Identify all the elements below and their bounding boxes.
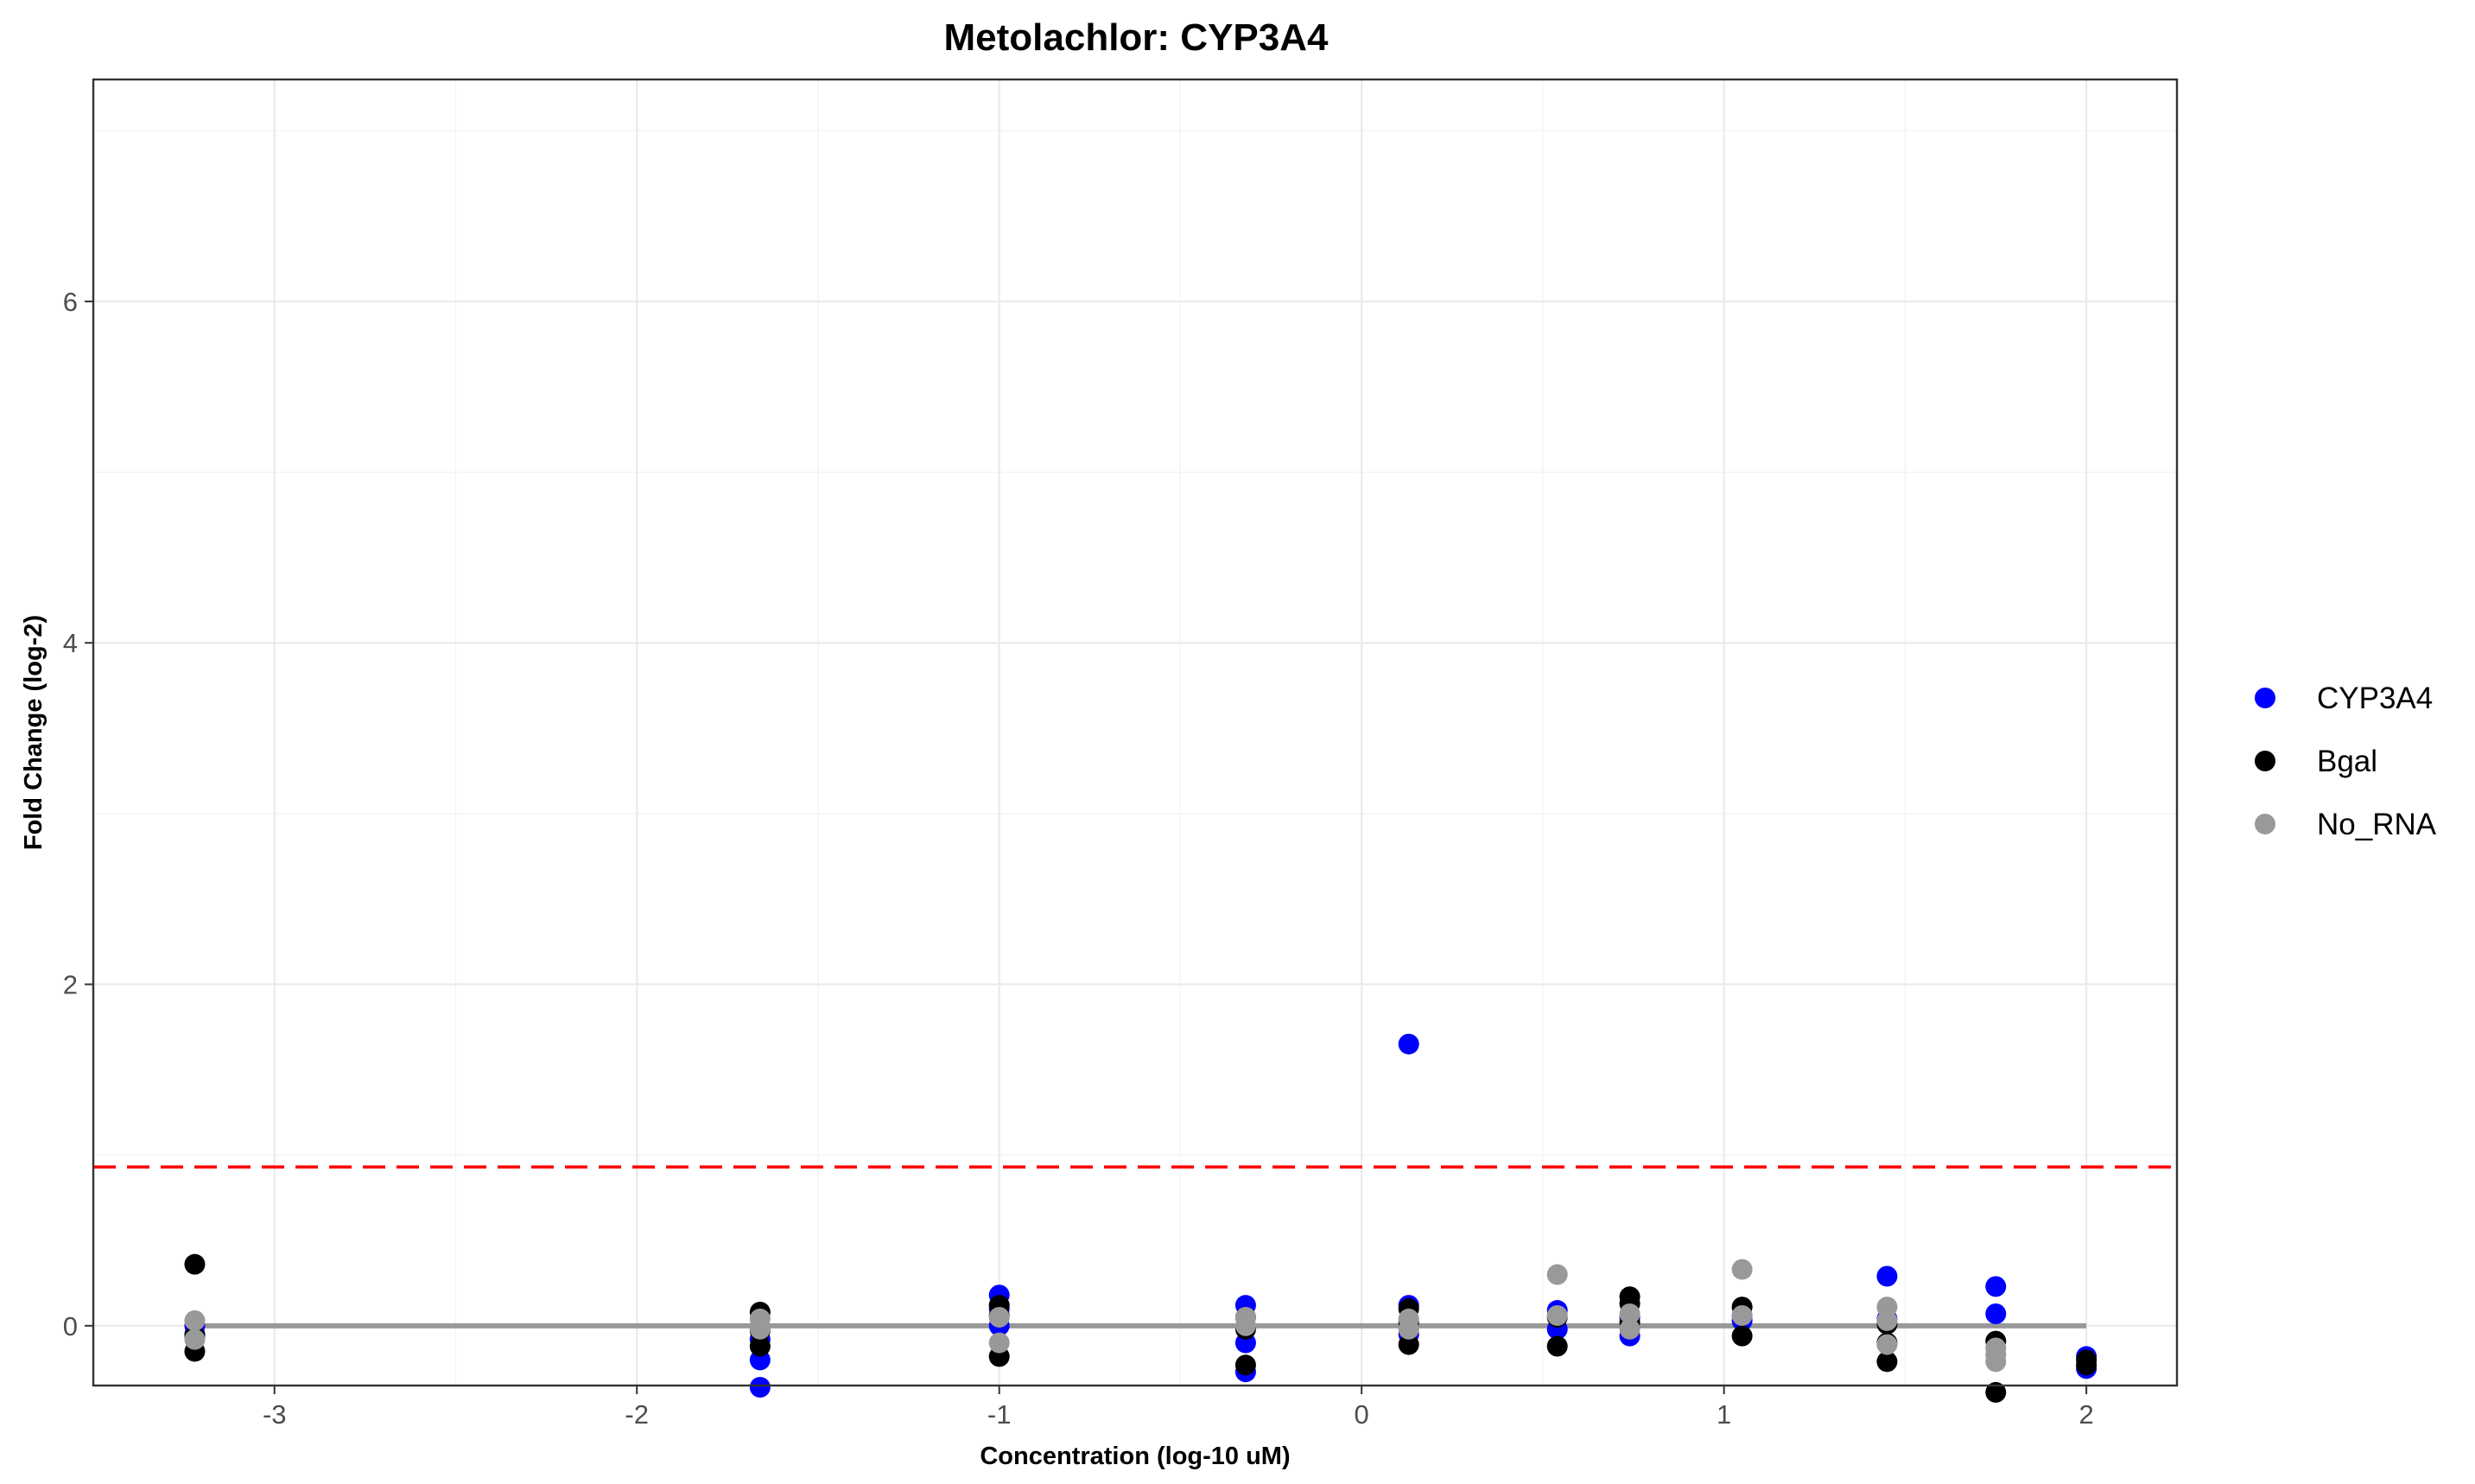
y-tick-label: 0 bbox=[63, 1311, 78, 1341]
x-tick-label: -2 bbox=[625, 1399, 649, 1430]
x-axis-label: Concentration (log-10 uM) bbox=[980, 1443, 1290, 1470]
data-point bbox=[1731, 1304, 1753, 1326]
data-point bbox=[1731, 1259, 1753, 1280]
x-tick-label: 2 bbox=[2079, 1399, 2094, 1430]
panel-background bbox=[93, 79, 2177, 1386]
data-point bbox=[1398, 1033, 1419, 1055]
data-point bbox=[2076, 1354, 2097, 1376]
panel-border bbox=[92, 78, 2179, 1387]
reference-lines bbox=[93, 1165, 2177, 1329]
data-point bbox=[749, 1335, 771, 1357]
x-tick-label: 0 bbox=[1355, 1399, 1369, 1430]
data-point bbox=[1234, 1354, 1256, 1376]
data-point bbox=[988, 1306, 1010, 1328]
y-axis-label: Fold Change (log-2) bbox=[20, 615, 48, 850]
data-point bbox=[1546, 1304, 1568, 1326]
data-point bbox=[184, 1253, 206, 1275]
legend-key bbox=[2255, 688, 2275, 708]
plot-panel bbox=[92, 78, 2179, 1403]
data-point bbox=[1876, 1265, 1898, 1287]
x-tick-label: -3 bbox=[263, 1399, 287, 1430]
legend-label: No_RNA bbox=[2317, 808, 2437, 841]
data-point bbox=[1985, 1337, 2007, 1359]
data-point bbox=[184, 1310, 206, 1331]
y-axis: 0 2 4 6 bbox=[63, 287, 93, 1341]
data-point bbox=[1985, 1381, 2007, 1403]
y-tick-label: 6 bbox=[63, 287, 78, 317]
legend-label: Bgal bbox=[2317, 745, 2377, 778]
data-point bbox=[1234, 1315, 1256, 1336]
x-tick-label: -1 bbox=[987, 1399, 1012, 1430]
legend-label: CYP3A4 bbox=[2317, 682, 2433, 715]
data-point bbox=[749, 1376, 771, 1398]
data-point bbox=[1619, 1303, 1640, 1324]
data-point bbox=[1876, 1310, 1898, 1331]
data-point bbox=[1398, 1334, 1419, 1355]
data-point bbox=[1619, 1318, 1640, 1340]
x-tick-label: 1 bbox=[1717, 1399, 1731, 1430]
data-point bbox=[988, 1332, 1010, 1354]
legend-key bbox=[2255, 751, 2275, 771]
legend: CYP3A4 Bgal No_RNA bbox=[2255, 682, 2437, 841]
legend-key bbox=[2255, 814, 2275, 834]
data-point bbox=[749, 1318, 771, 1340]
y-tick-label: 4 bbox=[63, 628, 78, 658]
data-point bbox=[1876, 1351, 1898, 1373]
data-point bbox=[1876, 1334, 1898, 1355]
data-point bbox=[1546, 1264, 1568, 1285]
y-tick-label: 2 bbox=[63, 970, 78, 1000]
series-no-rna bbox=[184, 1259, 2007, 1373]
data-point bbox=[184, 1329, 206, 1350]
data-point bbox=[1985, 1276, 2007, 1297]
data-point bbox=[1546, 1335, 1568, 1357]
data-points bbox=[184, 1033, 2097, 1403]
chart-title: Metolachlor: CYP3A4 bbox=[944, 16, 1330, 59]
data-point bbox=[1398, 1318, 1419, 1340]
data-point bbox=[1985, 1303, 2007, 1324]
x-axis: -3 -2 -1 0 1 2 bbox=[263, 1386, 2094, 1430]
data-point bbox=[1731, 1325, 1753, 1347]
